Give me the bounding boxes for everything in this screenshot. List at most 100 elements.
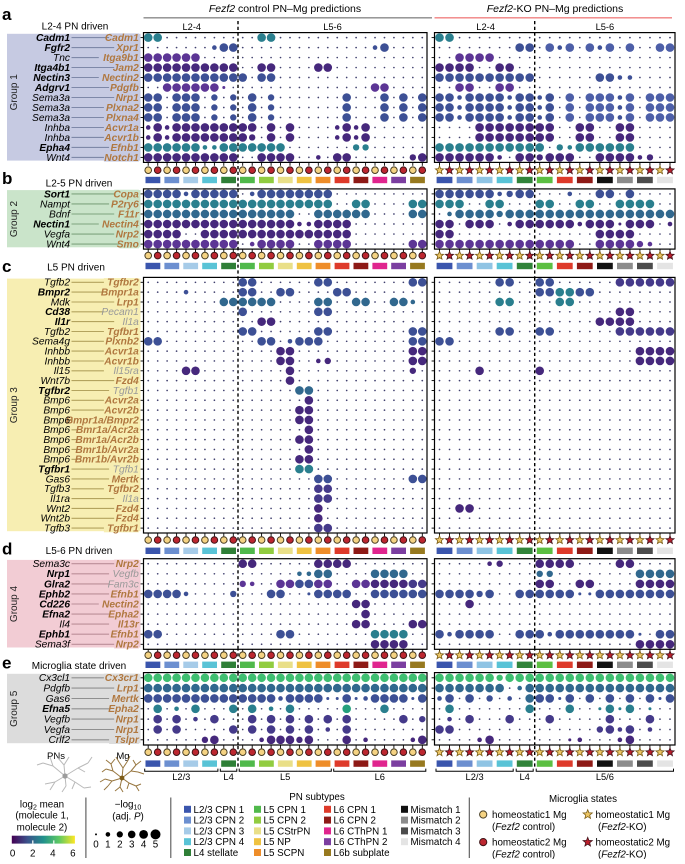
svg-text:L2-5 PN driven: L2-5 PN driven — [46, 179, 113, 190]
svg-text:Nrp2: Nrp2 — [116, 230, 140, 241]
svg-text:Sema4g: Sema4g — [32, 337, 70, 348]
svg-text:Bmp6: Bmp6 — [43, 396, 70, 407]
svg-text:L5 CPN 1: L5 CPN 1 — [264, 805, 306, 816]
svg-text:Acvr1b: Acvr1b — [103, 356, 139, 367]
svg-text:molecule 2): molecule 2) — [17, 823, 68, 834]
svg-text:Vegfb: Vegfb — [44, 715, 71, 726]
svg-text:Il1r: Il1r — [55, 317, 71, 328]
svg-text:Wnt4: Wnt4 — [46, 240, 70, 251]
svg-text:Fam3c: Fam3c — [108, 579, 139, 590]
svg-text:Itga4b1: Itga4b1 — [34, 63, 70, 74]
svg-text:Nectin4: Nectin4 — [102, 219, 139, 230]
svg-text:Nrp1: Nrp1 — [47, 569, 71, 580]
svg-text:Efnb1: Efnb1 — [110, 630, 139, 641]
svg-text:L2/3 CPN 1: L2/3 CPN 1 — [194, 805, 245, 816]
svg-text:P2ry6: P2ry6 — [111, 199, 139, 210]
svg-text:Mismatch 2: Mismatch 2 — [411, 816, 461, 827]
svg-text:L5-6: L5-6 — [596, 22, 615, 32]
svg-text:Acvr2a: Acvr2a — [104, 396, 139, 407]
svg-text:Inhba: Inhba — [45, 123, 71, 134]
svg-text:Nrp2: Nrp2 — [116, 640, 140, 651]
svg-text:(Fezf2 control): (Fezf2 control) — [492, 822, 555, 833]
svg-text:Acvr1a: Acvr1a — [104, 347, 139, 358]
svg-text:Tnc: Tnc — [53, 53, 70, 64]
svg-text:L5 NP: L5 NP — [264, 837, 292, 848]
svg-text:L2/3 CPN 4: L2/3 CPN 4 — [194, 837, 245, 848]
svg-text:Jam2: Jam2 — [113, 63, 139, 74]
svg-text:4: 4 — [141, 840, 147, 851]
svg-text:Microglia state driven: Microglia state driven — [32, 661, 126, 672]
svg-text:Bmr1a/Acr2b: Bmr1a/Acr2b — [75, 435, 138, 446]
svg-text:homeostatic1 Mg: homeostatic1 Mg — [596, 810, 671, 821]
svg-text:L2/3: L2/3 — [172, 772, 190, 782]
svg-text:d: d — [2, 540, 12, 559]
svg-text:Group 3: Group 3 — [9, 387, 20, 424]
svg-text:6: 6 — [70, 849, 76, 860]
svg-text:F11r: F11r — [118, 209, 140, 220]
svg-text:Fgfr2: Fgfr2 — [45, 43, 71, 54]
svg-text:Sema3a: Sema3a — [32, 93, 70, 104]
svg-text:L2-4 PN driven: L2-4 PN driven — [42, 22, 109, 33]
svg-text:3: 3 — [129, 840, 135, 851]
svg-text:Wnt7b: Wnt7b — [41, 376, 71, 387]
svg-text:homeostatic2 Mg: homeostatic2 Mg — [596, 837, 671, 848]
svg-text:Cd226: Cd226 — [39, 599, 70, 610]
svg-text:Plxna2: Plxna2 — [106, 103, 139, 114]
svg-text:Efna5: Efna5 — [42, 704, 70, 715]
svg-text:Efnb1: Efnb1 — [110, 143, 139, 154]
svg-text:0: 0 — [93, 840, 99, 851]
svg-text:Il4: Il4 — [59, 620, 70, 631]
svg-text:Bmr1b/Avr2b: Bmr1b/Avr2b — [75, 455, 139, 466]
svg-text:Plxnb2: Plxnb2 — [105, 337, 139, 348]
svg-text:Sema3a: Sema3a — [32, 103, 70, 114]
svg-text:Lrp1: Lrp1 — [117, 684, 139, 695]
svg-text:Notch1: Notch1 — [104, 153, 139, 164]
svg-text:Il1ra: Il1ra — [50, 494, 70, 505]
svg-text:Glra2: Glra2 — [44, 579, 70, 590]
svg-text:2: 2 — [117, 840, 122, 851]
svg-text:0: 0 — [10, 849, 16, 860]
svg-text:Microglia states: Microglia states — [549, 794, 617, 805]
svg-text:Epha2: Epha2 — [108, 610, 139, 621]
svg-text:L6 CThPN 1: L6 CThPN 1 — [334, 826, 388, 837]
svg-text:Mertk: Mertk — [112, 474, 141, 485]
svg-text:Bmp6: Bmp6 — [43, 415, 70, 426]
svg-text:Plxna4: Plxna4 — [106, 113, 139, 124]
svg-text:Pdgfb: Pdgfb — [43, 684, 70, 695]
svg-text:Gas6: Gas6 — [46, 694, 71, 705]
svg-text:c: c — [2, 257, 11, 276]
svg-text:Cx3cl1: Cx3cl1 — [39, 673, 70, 684]
svg-text:L2/3 CPN 2: L2/3 CPN 2 — [194, 816, 245, 827]
svg-text:homeostatic2 Mg: homeostatic2 Mg — [492, 837, 567, 848]
svg-text:L6 CPN 2: L6 CPN 2 — [334, 816, 376, 827]
svg-text:Mismatch 1: Mismatch 1 — [411, 805, 461, 816]
svg-text:Inhbb: Inhbb — [45, 356, 71, 367]
svg-text:Vegfa: Vegfa — [44, 230, 71, 241]
svg-text:Fzd4: Fzd4 — [116, 504, 140, 515]
svg-text:(Fezf2-KO): (Fezf2-KO) — [598, 849, 646, 859]
svg-text:L6 CThPN 2: L6 CThPN 2 — [334, 837, 388, 848]
svg-text:Cd38: Cd38 — [45, 307, 70, 318]
svg-text:Cadm1: Cadm1 — [105, 33, 139, 44]
svg-text:Efna2: Efna2 — [42, 610, 70, 621]
svg-text:homeostatic1 Mg: homeostatic1 Mg — [492, 810, 567, 821]
svg-text:Il1a: Il1a — [122, 494, 139, 505]
svg-text:Bdnf: Bdnf — [49, 209, 71, 220]
svg-text:Tgfbr1: Tgfbr1 — [107, 524, 139, 535]
svg-text:Smo: Smo — [117, 240, 139, 251]
svg-text:Mismatch 3: Mismatch 3 — [411, 826, 462, 837]
svg-text:Tgfb2: Tgfb2 — [44, 278, 70, 289]
svg-text:Fzd4: Fzd4 — [116, 376, 140, 387]
svg-text:Nampt: Nampt — [40, 199, 71, 210]
svg-text:Xpr1: Xpr1 — [115, 43, 139, 54]
svg-text:Gas6: Gas6 — [46, 474, 71, 485]
svg-text:Tslpr: Tslpr — [114, 735, 140, 746]
svg-text:Sema3f: Sema3f — [35, 640, 71, 651]
svg-text:Pecam1: Pecam1 — [101, 307, 138, 318]
svg-text:Bmpr1a/Bmpr2: Bmpr1a/Bmpr2 — [66, 415, 139, 426]
svg-text:Inhbb: Inhbb — [45, 347, 71, 358]
svg-text:Wnt2: Wnt2 — [46, 504, 70, 515]
svg-text:L5: L5 — [280, 772, 290, 782]
svg-text:L6b subplate: L6b subplate — [334, 848, 391, 859]
svg-text:L5 SCPN: L5 SCPN — [264, 848, 305, 859]
